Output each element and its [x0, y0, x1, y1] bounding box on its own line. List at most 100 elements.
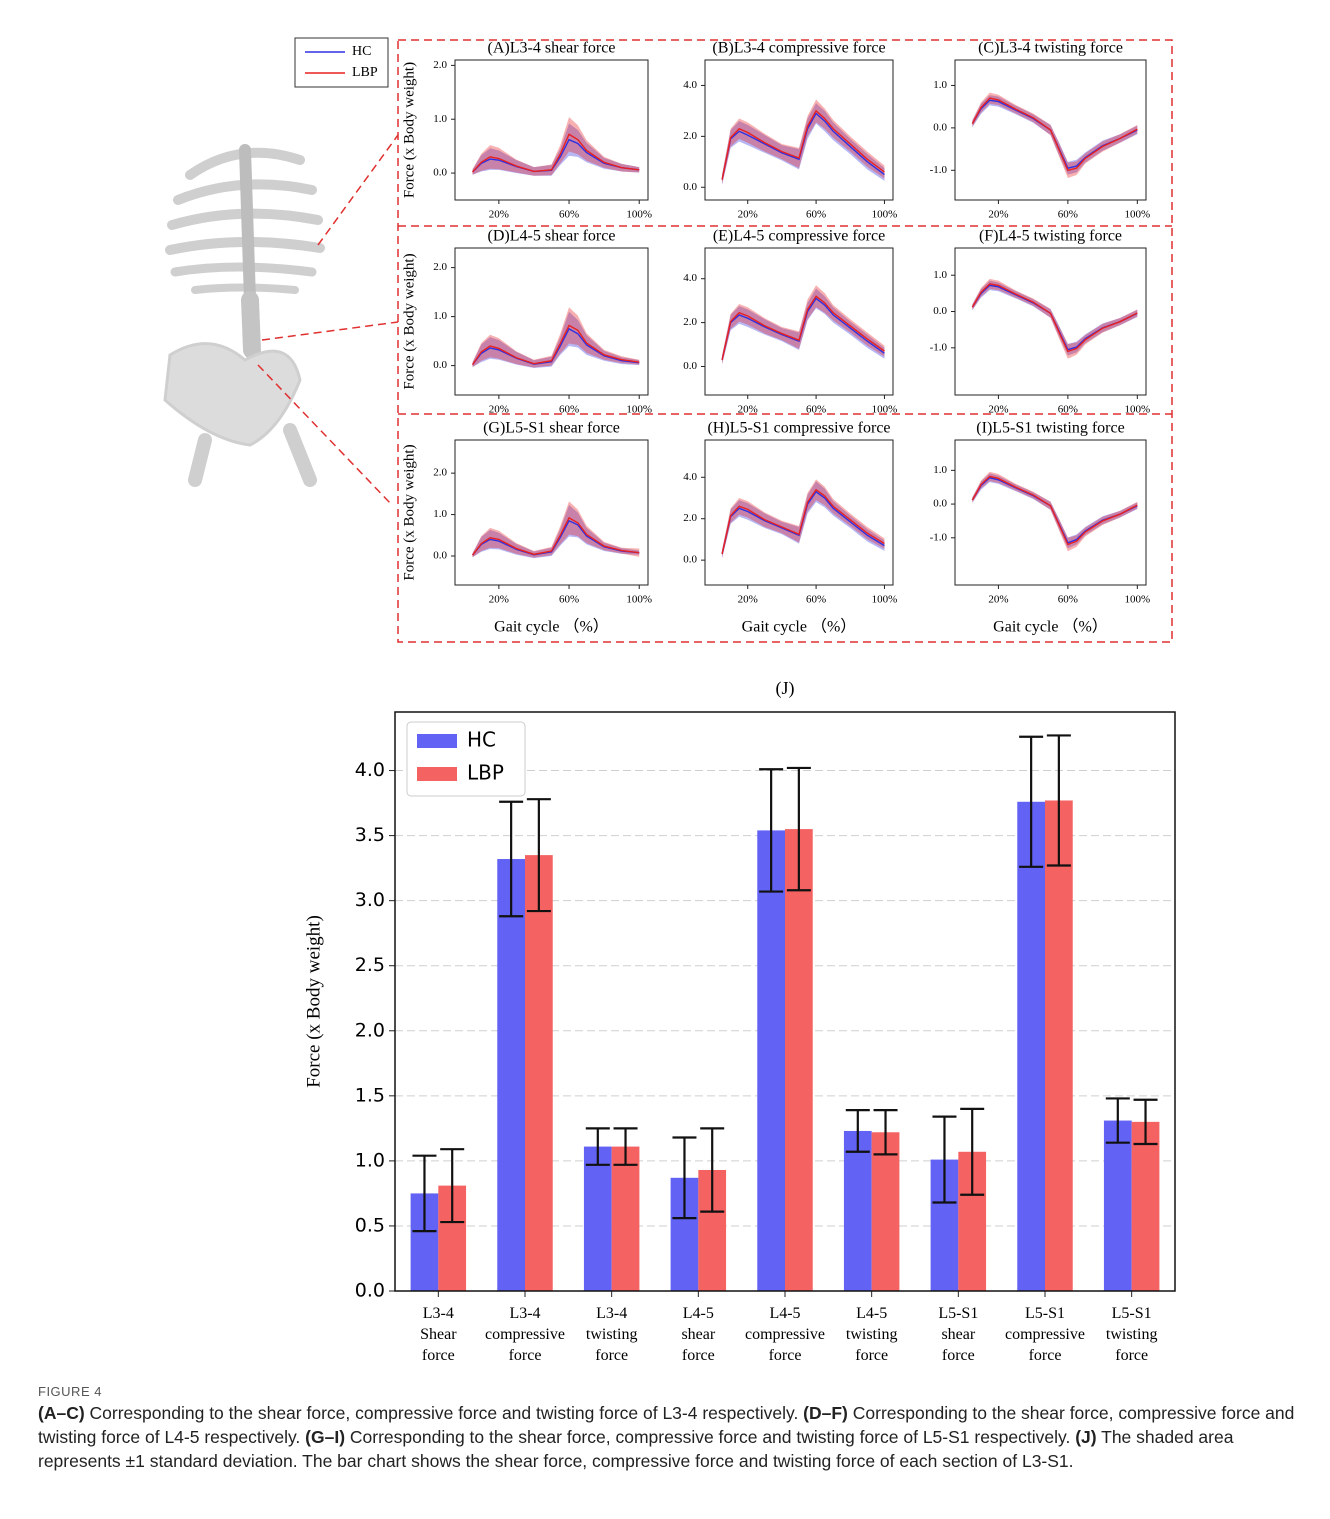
x-tick-label: 20% [738, 209, 758, 221]
panel-title: (A)L3-4 shear force [488, 40, 616, 57]
x-tick-label: 60% [559, 209, 579, 221]
legend-swatch [417, 767, 457, 781]
x-tick-label: 100% [1124, 209, 1150, 221]
panel-title: (F)L4-5 twisting force [979, 228, 1122, 245]
y-tick-label: 2.0 [433, 467, 447, 479]
bar [872, 1132, 900, 1291]
y-tick-label: -1.0 [930, 164, 948, 176]
x-tick-label: 100% [872, 594, 898, 606]
x-tick-label: 60% [1058, 594, 1078, 606]
legend-swatch [417, 734, 457, 748]
x-tick-label: 100% [626, 209, 652, 221]
x-tick-label: 60% [1058, 209, 1078, 221]
bar [1132, 1122, 1160, 1291]
x-tick-label: 100% [1124, 594, 1150, 606]
legend-box [407, 722, 525, 796]
caption-sentence: Corresponding to the shear force, compre… [85, 1403, 804, 1423]
x-tick-label: 60% [806, 594, 826, 606]
y-tick-label: 0.5 [355, 1214, 385, 1236]
y-tick-label: 2.0 [683, 316, 697, 328]
legend-label: HC [352, 44, 371, 59]
y-tick-label: 2.5 [355, 954, 385, 976]
y-tick-label: 4.0 [355, 759, 385, 781]
y-tick-label: 2.0 [683, 512, 697, 524]
panel-title: (D)L4-5 shear force [488, 228, 616, 245]
bar [497, 859, 525, 1291]
y-tick-label: -1.0 [930, 531, 948, 543]
x-tick-label: 20% [489, 209, 509, 221]
page: {"chart_data": [ {"type": "line", "title… [0, 0, 1330, 1519]
x-tick-label: 60% [806, 404, 826, 416]
y-tick-label: 1.0 [433, 310, 447, 322]
legend-label: LBP [352, 65, 378, 80]
x-tick-label: 100% [626, 594, 652, 606]
bar [1104, 1121, 1132, 1291]
y-tick-label: 2.0 [355, 1019, 385, 1041]
chart-title: (J) [776, 678, 795, 699]
y-tick-label: 0.0 [683, 181, 697, 193]
bar [525, 855, 553, 1291]
y-axis-label: Force (x Body weight) [401, 253, 417, 389]
y-tick-label: 0.0 [433, 167, 447, 179]
legend-label: HC [467, 728, 496, 752]
plot-frame [455, 248, 648, 395]
plot-frame [455, 60, 648, 200]
y-axis-label: Force (x Body weight) [401, 444, 417, 580]
caption-panel-ref: (D–F) [803, 1403, 848, 1423]
x-tick-label: 20% [738, 594, 758, 606]
y-tick-label: 0.0 [683, 360, 697, 372]
caption-label: FIGURE 4 [38, 1384, 1300, 1399]
y-tick-label: 1.0 [355, 1149, 385, 1171]
y-tick-label: 4.0 [683, 272, 697, 284]
x-tick-label: 60% [806, 209, 826, 221]
panel-title: (I)L5-S1 twisting force [976, 420, 1124, 437]
y-tick-label: 0.0 [683, 554, 697, 566]
panel-title: (H)L5-S1 compressive force [707, 420, 890, 437]
x-tick-label: 20% [489, 594, 509, 606]
panel-title: (E)L4-5 compressive force [713, 228, 885, 245]
caption-panel-ref: (J) [1075, 1427, 1096, 1447]
y-tick-label: 1.0 [933, 269, 947, 281]
x-tick-label: 20% [988, 209, 1008, 221]
x-tick-label: 100% [626, 404, 652, 416]
y-tick-label: 1.0 [433, 113, 447, 125]
panel-title: (G)L5-S1 shear force [483, 420, 620, 437]
y-axis-label: Force (x Body weight) [303, 915, 324, 1088]
y-tick-label: 1.0 [933, 79, 947, 91]
y-tick-label: -1.0 [930, 341, 948, 353]
y-tick-label: 0.0 [355, 1280, 385, 1302]
x-axis-label: Gait cycle （%） [993, 618, 1108, 636]
caption-panel-ref: (G–I) [305, 1427, 345, 1447]
bar [1017, 802, 1045, 1291]
x-axis-label: Gait cycle （%） [742, 618, 857, 636]
panel-title: (C)L3-4 twisting force [978, 40, 1123, 57]
x-tick-label: L3-4Shearforce [420, 1305, 457, 1364]
y-tick-label: 0.0 [933, 121, 947, 133]
skeleton-illustration [165, 150, 320, 480]
legend-label: LBP [467, 761, 504, 785]
x-tick-label: 20% [489, 404, 509, 416]
y-tick-label: 2.0 [433, 59, 447, 71]
caption-panel-ref: (A–C) [38, 1403, 85, 1423]
y-tick-label: 0.0 [433, 550, 447, 562]
line-legend: HC LBP [295, 38, 388, 87]
bar [757, 830, 785, 1291]
y-tick-label: 4.0 [683, 471, 697, 483]
x-axis-label: Gait cycle （%） [494, 618, 609, 636]
figure: HC LBP (A)L3-4 shear force 0.0 1.0 2.0 20% 60%… [0, 0, 1330, 1380]
x-tick-label: 100% [872, 209, 898, 221]
y-tick-label: 3.5 [355, 824, 385, 846]
y-tick-label: 1.5 [355, 1084, 385, 1106]
y-tick-label: 0.0 [933, 498, 947, 510]
bar [844, 1131, 872, 1291]
panel-title: (B)L3-4 compressive force [712, 40, 885, 57]
bar [785, 829, 813, 1291]
x-tick-label: 100% [872, 404, 898, 416]
